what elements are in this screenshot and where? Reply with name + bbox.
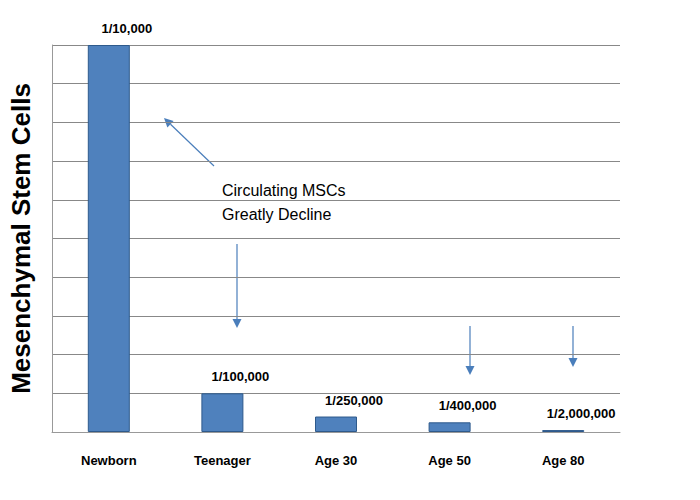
svg-text:Teenager: Teenager <box>194 453 251 468</box>
svg-text:Age 30: Age 30 <box>315 453 358 468</box>
svg-text:Mesenchymal Stem Cells: Mesenchymal Stem Cells <box>6 83 36 394</box>
svg-text:1/100,000: 1/100,000 <box>211 369 269 384</box>
svg-text:Greatly Decline: Greatly Decline <box>222 206 331 223</box>
svg-text:1/250,000: 1/250,000 <box>325 393 383 408</box>
svg-text:Age 50: Age 50 <box>428 453 471 468</box>
svg-text:1/400,000: 1/400,000 <box>439 398 497 413</box>
svg-text:1/2,000,000: 1/2,000,000 <box>547 406 616 421</box>
svg-text:Age 80: Age 80 <box>542 453 585 468</box>
svg-text:Newborn: Newborn <box>81 453 137 468</box>
svg-text:Circulating MSCs: Circulating MSCs <box>222 182 346 199</box>
svg-text:1/10,000: 1/10,000 <box>101 21 152 36</box>
